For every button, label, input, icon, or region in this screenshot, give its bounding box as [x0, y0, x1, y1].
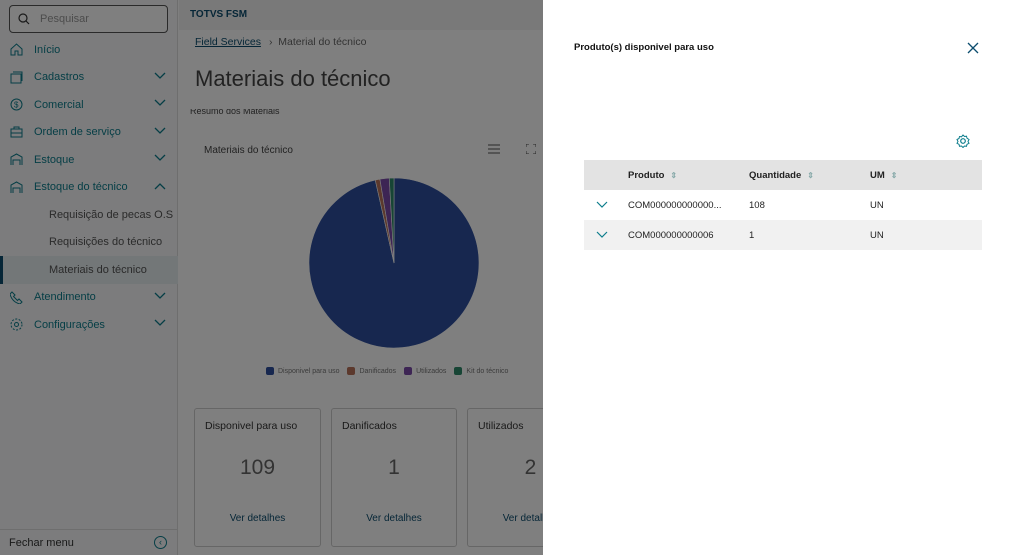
- table-row: COM000000000000... 108 UN: [584, 190, 982, 220]
- sort-icon[interactable]: ⇕: [890, 170, 898, 180]
- modal-backdrop[interactable]: [0, 0, 543, 555]
- close-icon[interactable]: [967, 42, 979, 54]
- cell-quantidade: 108: [749, 199, 765, 211]
- cell-um: UN: [870, 199, 884, 211]
- cell-um: UN: [870, 220, 982, 250]
- cell-quantidade: 1: [749, 220, 870, 250]
- chevron-down-icon[interactable]: [596, 201, 608, 208]
- drawer-title: Produto(s) disponivel para uso: [574, 42, 714, 53]
- column-label: Produto: [628, 169, 665, 181]
- table-row: COM000000000006 1 UN: [584, 220, 982, 250]
- col-quantidade[interactable]: Quantidade ⇕: [749, 160, 870, 190]
- gear-icon[interactable]: [956, 134, 970, 148]
- drawer: Produto(s) disponivel para uso Produto ⇕ …: [543, 0, 1019, 555]
- column-label: UM: [870, 169, 885, 181]
- cell-produto: COM000000000006: [628, 220, 749, 250]
- column-label: Quantidade: [749, 169, 802, 181]
- col-um[interactable]: UM ⇕: [870, 160, 982, 190]
- sort-icon[interactable]: ⇕: [807, 170, 814, 180]
- products-table: Produto ⇕ Quantidade ⇕ UM ⇕ COM000000000000…: [584, 160, 982, 250]
- cell-produto: COM000000000000...: [628, 199, 722, 211]
- chevron-down-icon[interactable]: [596, 231, 608, 238]
- sort-icon[interactable]: ⇕: [670, 170, 678, 180]
- table-header: Produto ⇕ Quantidade ⇕ UM ⇕: [584, 160, 982, 190]
- expand-header: [584, 160, 628, 190]
- col-produto[interactable]: Produto ⇕: [628, 160, 749, 190]
